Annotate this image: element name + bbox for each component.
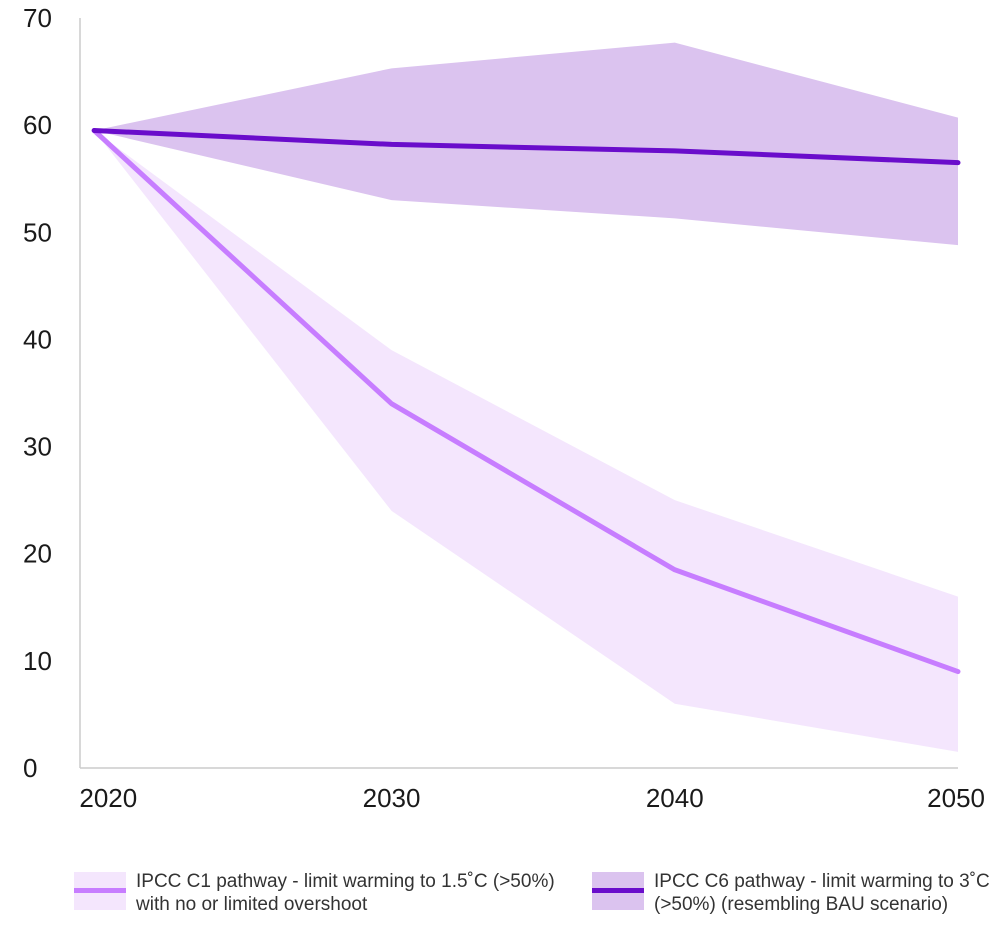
y-tick-label: 40 (23, 324, 52, 354)
y-tick-label: 60 (23, 110, 52, 140)
series-line-c6 (91, 128, 961, 166)
legend-swatch-c6 (592, 870, 644, 910)
legend-label-c1: IPCC C1 pathway - limit warming to 1.5˚C… (136, 871, 555, 915)
y-tick-label: 0 (23, 753, 37, 783)
range-band-c6 (94, 42, 958, 246)
legend-item-c1: IPCC C1 pathway - limit warming to 1.5˚C… (74, 870, 564, 916)
x-tick-label: 2030 (363, 783, 421, 813)
series-line-c1 (91, 128, 961, 675)
axes (79, 18, 958, 769)
x-tick-label: 2020 (79, 783, 137, 813)
legend-label-c6: IPCC C6 pathway - limit warming to 3˚C (… (654, 871, 990, 915)
y-tick-label: 10 (23, 646, 52, 676)
y-tick-label: 70 (23, 3, 52, 33)
series-lines (91, 128, 961, 675)
y-tick-labels: 0 10 20 30 40 50 60 70 (23, 3, 52, 783)
legend-swatch-c1 (74, 870, 126, 910)
y-tick-label: 50 (23, 217, 52, 247)
x-tick-label: 2040 (646, 783, 704, 813)
x-tick-labels: 2020 2030 2040 2050 (79, 783, 985, 813)
y-tick-label: 30 (23, 432, 52, 462)
y-tick-label: 20 (23, 539, 52, 569)
legend-item-c6: IPCC C6 pathway - limit warming to 3˚C (… (592, 870, 991, 916)
x-tick-label: 2050 (927, 783, 985, 813)
